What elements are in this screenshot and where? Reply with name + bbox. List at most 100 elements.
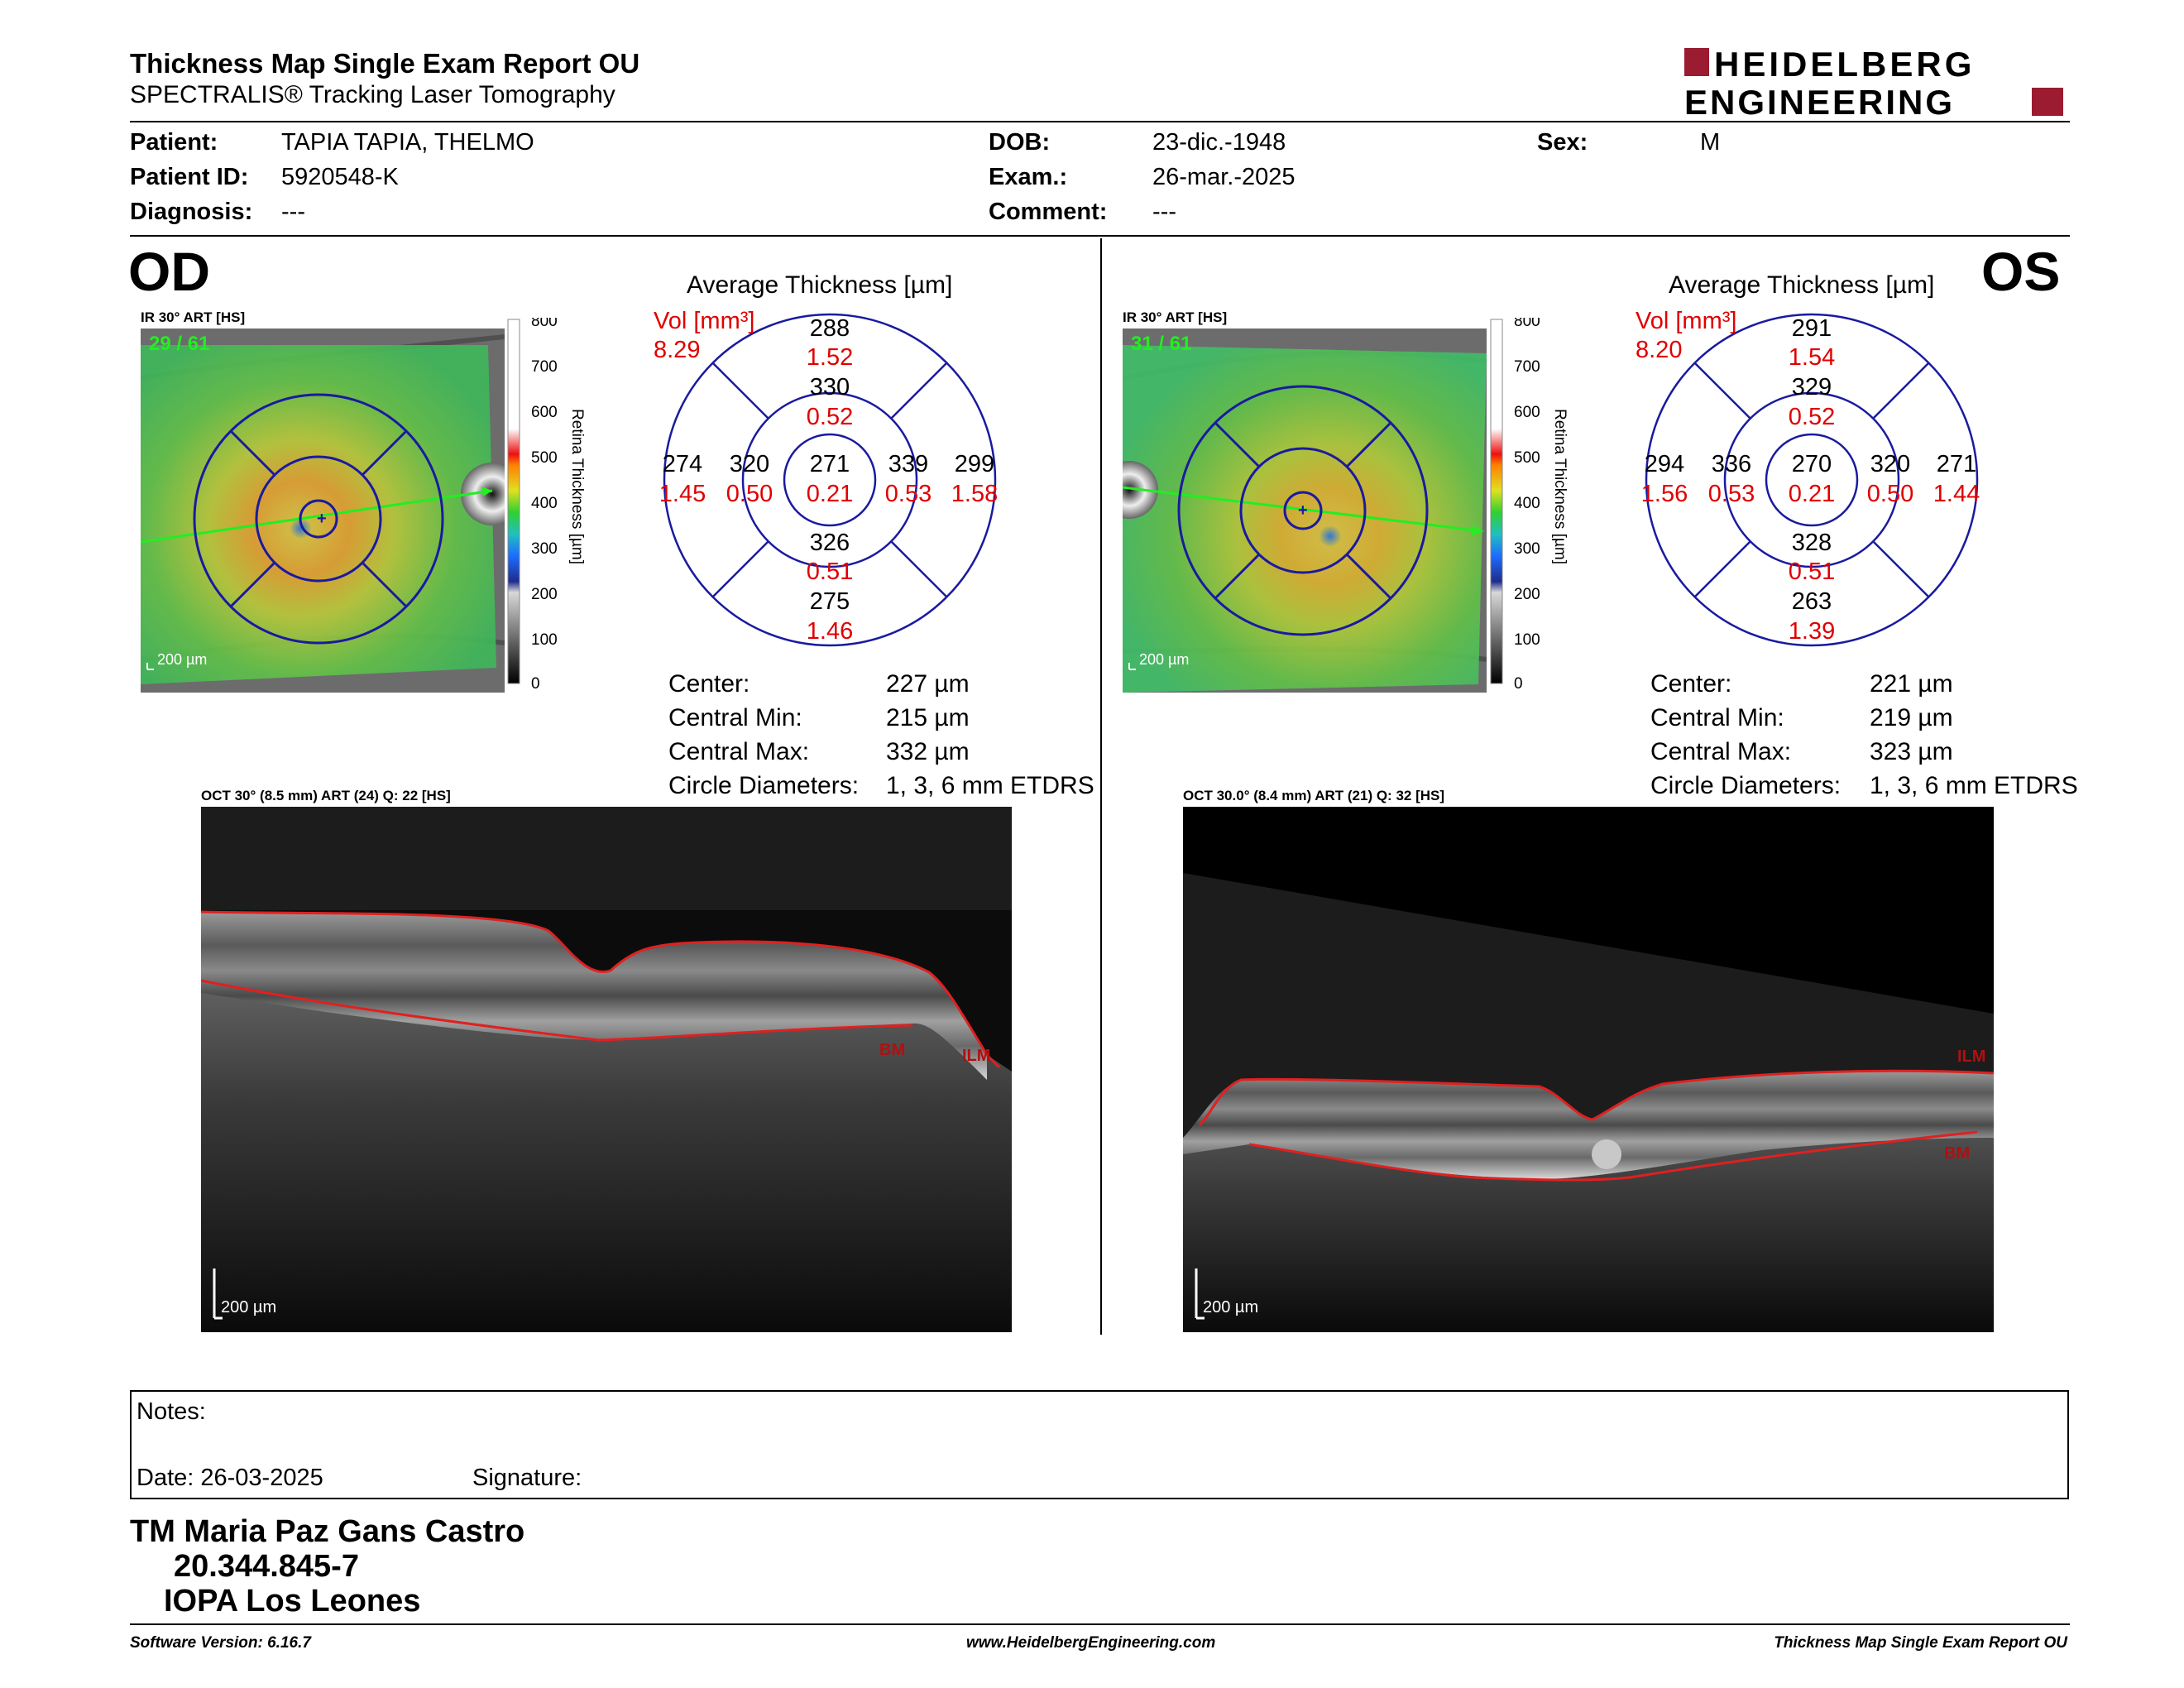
os-inner-top-volume: 0.52 xyxy=(1789,404,1835,430)
logo-text-line1: HEIDELBERG xyxy=(1714,45,1975,84)
od-outer-right-thickness: 299 xyxy=(955,451,994,477)
od-ir-caption: IR 30° ART [HS] xyxy=(141,309,246,325)
svg-text:+: + xyxy=(317,510,327,528)
os-outer-bottom-thickness: 263 xyxy=(1792,588,1832,615)
os-oct-caption: OCT 30.0° (8.4 mm) ART (21) Q: 32 [HS] xyxy=(1183,788,1445,803)
patient-name: TAPIA TAPIA, THELMO xyxy=(281,129,534,156)
os-inner-right-thickness: 320 xyxy=(1870,451,1910,477)
os-scale-tick: 300 xyxy=(1514,540,1540,558)
signer-institution: IOPA Los Leones xyxy=(164,1584,421,1618)
os-center-volume: 0.21 xyxy=(1789,481,1835,507)
od-stat-label-center: Center: xyxy=(668,670,750,698)
signer-name: TM Maria Paz Gans Castro xyxy=(130,1514,525,1549)
od-outer-top-volume: 1.52 xyxy=(807,344,853,371)
od-oct-caption: OCT 30° (8.5 mm) ART (24) Q: 22 [HS] xyxy=(201,788,451,803)
signature-label: Signature: xyxy=(472,1465,582,1491)
patient-id-value: 5920548-K xyxy=(281,164,399,190)
os-stat-value-center: 221 µm xyxy=(1870,670,1953,698)
od-scale-tick: 500 xyxy=(531,449,558,467)
os-frame-counter: 31 / 61 xyxy=(1131,333,1191,355)
os-volume-total: 8.20 xyxy=(1636,337,1683,363)
os-outer-top-thickness: 291 xyxy=(1792,315,1832,342)
od-ir-thickness-map: + 29 / 61 200 µm xyxy=(140,328,524,693)
od-bm-label: BM xyxy=(879,1041,905,1059)
od-center-thickness: 271 xyxy=(810,451,850,477)
od-average-thickness-title: Average Thickness [µm] xyxy=(687,271,953,299)
comment-value: --- xyxy=(1152,199,1176,225)
od-inner-right-volume: 0.53 xyxy=(885,481,932,507)
os-map-grid xyxy=(1177,385,1429,636)
exam-label: Exam.: xyxy=(989,164,1068,190)
os-eye-label: OS xyxy=(1981,241,2061,302)
od-outer-top-thickness: 288 xyxy=(810,315,850,342)
eye-divider xyxy=(1100,238,1102,1335)
od-bm-line xyxy=(200,979,913,1042)
os-scale-tick: 0 xyxy=(1514,675,1523,693)
os-inner-bottom-thickness: 328 xyxy=(1792,530,1832,556)
software-version: Software Version: 6.16.7 xyxy=(130,1634,311,1652)
od-scale-tick: 800 xyxy=(531,318,558,330)
od-ilm-label: ILM xyxy=(962,1047,990,1065)
svg-text:+: + xyxy=(1298,501,1308,520)
report-title: Thickness Map Single Exam Report OU xyxy=(130,48,640,79)
od-etdrs-grid: 288 1.52 330 0.52 274 1.45 320 0.50 271 … xyxy=(656,306,1003,658)
os-scan-line xyxy=(1122,486,1483,533)
os-outer-bottom-volume: 1.39 xyxy=(1789,618,1835,645)
os-ir-caption: IR 30° ART [HS] xyxy=(1123,309,1228,325)
od-stat-value-min: 215 µm xyxy=(886,704,970,731)
os-average-thickness-title: Average Thickness [µm] xyxy=(1669,271,1935,299)
os-bm-label: BM xyxy=(1944,1144,1970,1163)
od-stat-label-diameters: Circle Diameters: xyxy=(668,772,860,799)
os-inner-top-thickness: 329 xyxy=(1792,374,1832,400)
os-oct-scalebar: 200 µm xyxy=(1203,1298,1258,1316)
os-center-thickness: 270 xyxy=(1792,451,1832,477)
od-ilm-line xyxy=(200,910,1001,1069)
od-scale-tick: 300 xyxy=(531,540,558,558)
sex-value: M xyxy=(1700,129,1721,156)
os-inner-left-thickness: 336 xyxy=(1712,451,1751,477)
od-inner-left-thickness: 320 xyxy=(730,451,769,477)
os-thickness-scale: 800 700 600 500 400 300 200 100 0 Retina… xyxy=(1489,313,1580,703)
od-ir-scalebar: 200 µm xyxy=(157,651,207,668)
od-inner-left-volume: 0.50 xyxy=(726,481,773,507)
os-ir-thickness-map: + 31 / 61 200 µm xyxy=(1100,328,1487,693)
diagnosis-label: Diagnosis: xyxy=(130,199,253,225)
os-stat-value-max: 323 µm xyxy=(1870,738,1953,765)
os-stat-label-center: Center: xyxy=(1650,670,1732,698)
heidelberg-logo: HEIDELBERG ENGINEERING xyxy=(1684,45,2063,122)
od-outer-left-thickness: 274 xyxy=(663,451,702,477)
footer-divider xyxy=(130,1623,2070,1625)
od-outer-left-volume: 1.45 xyxy=(659,481,706,507)
report-subtitle: SPECTRALIS® Tracking Laser Tomography xyxy=(130,81,615,108)
od-scale-tick: 100 xyxy=(531,631,558,649)
od-stat-value-max: 332 µm xyxy=(886,738,970,765)
notes-box: Notes: Date: 26-03-2025 Signature: xyxy=(130,1390,2069,1499)
od-scale-tick: 700 xyxy=(531,358,558,376)
od-scan-line xyxy=(140,489,493,544)
os-scale-tick: 100 xyxy=(1514,631,1540,649)
logo-text-line2: ENGINEERING xyxy=(1684,83,1955,122)
od-stat-value-diameters: 1, 3, 6 mm ETDRS xyxy=(886,772,1094,799)
os-outer-left-thickness: 294 xyxy=(1645,451,1684,477)
website-link[interactable]: www.HeidelbergEngineering.com xyxy=(966,1634,1216,1652)
od-volume-total: 8.29 xyxy=(654,337,701,363)
os-outer-right-thickness: 271 xyxy=(1937,451,1976,477)
os-scale-tick: 200 xyxy=(1514,586,1540,603)
od-inner-top-volume: 0.52 xyxy=(807,404,853,430)
dob-value: 23-dic.-1948 xyxy=(1152,129,1286,156)
os-stat-label-diameters: Circle Diameters: xyxy=(1650,772,1842,799)
os-inner-bottom-volume: 0.51 xyxy=(1789,559,1835,585)
od-thickness-scale: 800 700 600 500 400 300 200 100 0 Retina… xyxy=(506,313,597,703)
os-ir-scalebar: 200 µm xyxy=(1139,651,1189,668)
od-outer-bottom-thickness: 275 xyxy=(810,588,850,615)
od-outer-bottom-volume: 1.46 xyxy=(807,618,853,645)
exam-value: 26-mar.-2025 xyxy=(1152,164,1296,190)
os-scale-tick: 700 xyxy=(1514,358,1540,376)
od-map-grid xyxy=(193,393,444,645)
header-divider xyxy=(130,121,2070,122)
notes-date: Date: 26-03-2025 xyxy=(136,1465,323,1491)
os-scale-tick: 600 xyxy=(1514,404,1540,421)
patient-label: Patient: xyxy=(130,129,218,156)
od-scale-title: Retina Thickness [µm] xyxy=(568,409,586,564)
od-inner-top-thickness: 330 xyxy=(810,374,850,400)
